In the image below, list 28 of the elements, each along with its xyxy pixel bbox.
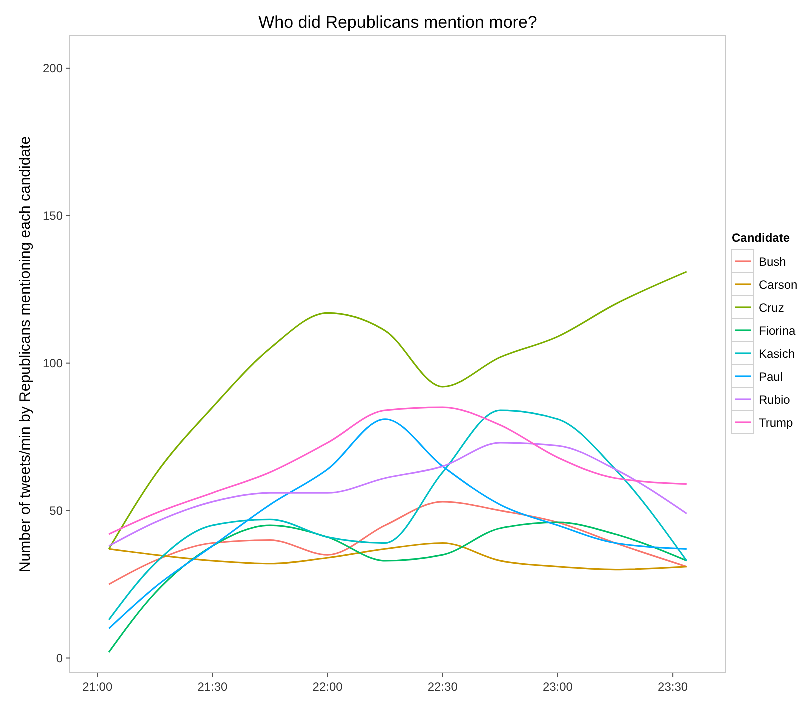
y-tick-label: 150: [42, 208, 64, 223]
legend-label: Kasich: [759, 347, 796, 361]
line-series: [108, 271, 688, 550]
y-tick-label: 200: [42, 61, 64, 76]
legend-label: Rubio: [759, 393, 791, 407]
x-tick-label: 23:00: [542, 680, 574, 694]
line-series: [108, 442, 688, 547]
y-tick-label: 50: [50, 504, 64, 518]
y-tick-label: 100: [42, 356, 64, 370]
line-series: [108, 406, 688, 536]
chart-title: Who did Republicans mention more?: [258, 13, 538, 32]
x-tick-label: 21:30: [198, 680, 228, 694]
x-tick-label: 23:30: [658, 680, 688, 694]
x-tick-label: 22:00: [312, 680, 344, 694]
line-series: [108, 501, 688, 586]
legend-label: Trump: [759, 416, 794, 430]
legend-label: Carson: [759, 278, 798, 292]
line-series: [108, 522, 688, 654]
y-tick-label: 0: [56, 651, 64, 666]
x-tick-label: 21:00: [82, 680, 113, 694]
legend-title: Candidate: [732, 231, 790, 245]
legend-label: Cruz: [759, 301, 784, 315]
legend-label: Paul: [759, 370, 784, 384]
x-tick-label: 22:30: [428, 680, 458, 694]
line-series: [108, 542, 688, 571]
legend-label: Fiorina: [759, 324, 796, 338]
legend-label: Bush: [759, 255, 786, 269]
y-axis-title: Number of tweets/min by Republicans mentioning each candidate: [17, 136, 34, 573]
